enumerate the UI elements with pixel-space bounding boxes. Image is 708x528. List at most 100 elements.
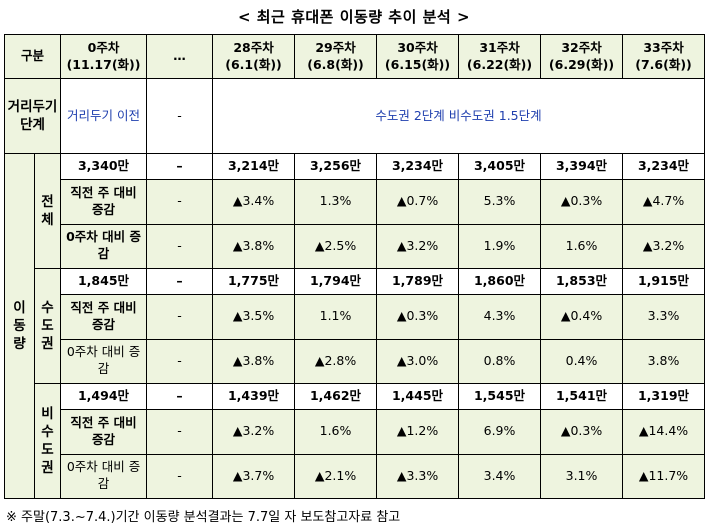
- base-change-cell: ▲3.2%: [376, 223, 460, 269]
- mobility-count-row: 비수도권 1,494만 –1,439만 1,462만 1,445만 1,545만 1,541…: [5, 382, 706, 500]
- header-week: 32주차 (6.29(화)): [540, 33, 624, 80]
- prev-change-cell: ▲0.4%: [540, 294, 624, 340]
- count-ellipsis: –: [146, 382, 214, 411]
- prev-change-cell: ▲4.7%: [622, 179, 706, 225]
- prev-change-cell: 4.3%: [458, 294, 542, 340]
- count-cell: 1,789만: [376, 267, 460, 296]
- base-change-label: 0주차 대비 증감: [60, 223, 148, 269]
- week-date: (6.15(화)): [384, 56, 451, 72]
- base-change-cell: ▲2.8%: [294, 338, 378, 384]
- prev-change-cell: ▲0.3%: [540, 409, 624, 455]
- week-date: (6.22(화)): [466, 56, 533, 72]
- mobility-count-row: 수도권 1,845만 –1,775만 1,794만 1,789만 1,860만 1,853만…: [5, 267, 706, 384]
- base-change-row: 0주차 대비 증감 - ▲3.8% ▲2.8% ▲3.0% 0.8% 0.4% 3.8%: [5, 338, 706, 384]
- prev-change-row: 직전 주 대비 증감 - ▲3.4% 1.3% ▲0.7% 5.3% ▲0.3% ▲4.7%: [5, 179, 706, 225]
- count-cell: 1,775만: [212, 267, 296, 296]
- week-date: (6.1(화)): [225, 56, 282, 72]
- header-ellipsis: …: [146, 33, 214, 80]
- base-change-row: 0주차 대비 증감 - ▲3.7% ▲2.1% ▲3.3% 3.4% 3.1% ▲11.7%: [5, 453, 706, 500]
- count-cell: 1,445만: [376, 382, 460, 411]
- prev-change-cell: 1.6%: [294, 409, 378, 455]
- base-change-cell: ▲2.5%: [294, 223, 378, 269]
- base-change-row: 0주차 대비 증감 - ▲3.8% ▲2.5% ▲3.2% 1.9% 1.6% ▲3.2%: [5, 223, 706, 269]
- prev-change-ellipsis: -: [146, 179, 214, 225]
- count-week0: 3,340만: [60, 153, 148, 181]
- header-week: 31주차 (6.22(화)): [458, 33, 542, 80]
- base-change-cell: ▲3.2%: [622, 223, 706, 269]
- prev-change-ellipsis: -: [146, 409, 214, 455]
- distancing-value: 수도권 2단계 비수도권 1.5단계: [212, 78, 706, 155]
- week-label: 33주차: [643, 39, 684, 55]
- footnote: ※ 주말(7.3.~7.4.)기간 이동량 분석결과는 7.7일 자 보도참고자…: [6, 510, 401, 525]
- header-category: 구분: [3, 33, 62, 80]
- prev-change-cell: ▲0.3%: [540, 179, 624, 225]
- prev-change-cell: ▲1.2%: [376, 409, 460, 455]
- base-change-cell: 3.4%: [458, 453, 542, 500]
- section-name: 비수도권: [33, 382, 62, 500]
- header-week0-label: 0주차: [87, 39, 120, 55]
- prev-change-cell: ▲3.5%: [212, 294, 296, 340]
- prev-change-cell: 1.1%: [294, 294, 378, 340]
- header-row: 구분 0주차 (11.17(화)) … 28주차 (6.1(화)) 29주차 (6.…: [3, 33, 706, 80]
- section-name: 전체: [33, 153, 62, 269]
- mobility-label: 이동량: [4, 153, 35, 499]
- count-cell: 1,860만: [458, 267, 542, 296]
- count-cell: 3,234만: [376, 153, 460, 181]
- base-change-cell: ▲3.0%: [376, 338, 460, 384]
- count-cell: 1,541만: [540, 382, 624, 411]
- week-label: 32주차: [561, 39, 602, 55]
- base-change-cell: 0.8%: [458, 338, 542, 384]
- count-cell: 1,853만: [540, 267, 624, 296]
- header-week: 33주차 (7.6(화)): [622, 33, 706, 80]
- prev-change-label: 직전 주 대비 증감: [60, 294, 148, 340]
- section-name: 수도권: [33, 267, 62, 384]
- prev-change-cell: ▲14.4%: [622, 409, 706, 455]
- prev-change-cell: 6.9%: [458, 409, 542, 455]
- page-title: < 최근 휴대폰 이동량 추이 분석 >: [237, 8, 471, 26]
- base-change-cell: ▲3.8%: [212, 338, 296, 384]
- header-week: 28주차 (6.1(화)): [212, 33, 296, 80]
- base-change-cell: 3.8%: [622, 338, 706, 384]
- count-cell: 1,319만: [622, 382, 706, 411]
- count-cell: 1,439만: [212, 382, 296, 411]
- week-label: 28주차: [233, 39, 274, 55]
- prev-change-cell: ▲0.7%: [376, 179, 460, 225]
- count-cell: 1,794만: [294, 267, 378, 296]
- count-cell: 3,234만: [622, 153, 706, 181]
- base-change-cell: 0.4%: [540, 338, 624, 384]
- distancing-ellipsis: -: [146, 78, 214, 155]
- prev-change-label: 직전 주 대비 증감: [60, 409, 148, 455]
- count-ellipsis: –: [146, 267, 214, 296]
- count-cell: 3,214만: [212, 153, 296, 181]
- count-cell: 1,915만: [622, 267, 706, 296]
- base-change-cell: ▲3.8%: [212, 223, 296, 269]
- prev-change-cell: 3.3%: [622, 294, 706, 340]
- count-week0: 1,494만: [60, 382, 148, 411]
- prev-change-cell: ▲3.4%: [212, 179, 296, 225]
- base-change-label: 0주차 대비 증감: [60, 338, 148, 384]
- prev-change-cell: ▲0.3%: [376, 294, 460, 340]
- base-change-ellipsis: -: [146, 453, 214, 500]
- count-ellipsis: –: [146, 153, 214, 181]
- count-cell: 3,405만: [458, 153, 542, 181]
- week-label: 31주차: [479, 39, 520, 55]
- header-week: 30주차 (6.15(화)): [376, 33, 460, 80]
- base-change-ellipsis: -: [146, 223, 214, 269]
- prev-change-cell: 5.3%: [458, 179, 542, 225]
- count-cell: 1,462만: [294, 382, 378, 411]
- week-date: (6.29(화)): [548, 56, 615, 72]
- prev-change-row: 직전 주 대비 증감 - ▲3.2% 1.6% ▲1.2% 6.9% ▲0.3% ▲14.4%: [5, 409, 706, 455]
- count-cell: 3,394만: [540, 153, 624, 181]
- mobility-table: 구분 0주차 (11.17(화)) … 28주차 (6.1(화)) 29주차 (6.…: [3, 33, 706, 500]
- week-label: 29주차: [315, 39, 356, 55]
- distancing-row: 거리두기단계 거리두기 이전 - 수도권 2단계 비수도권 1.5단계: [3, 78, 706, 155]
- distancing-week0: 거리두기 이전: [60, 78, 148, 155]
- count-cell: 1,545만: [458, 382, 542, 411]
- base-change-cell: 1.6%: [540, 223, 624, 269]
- base-change-cell: ▲2.1%: [294, 453, 378, 500]
- week-date: (6.8(화)): [307, 56, 364, 72]
- base-change-cell: ▲3.3%: [376, 453, 460, 500]
- base-change-cell: 1.9%: [458, 223, 542, 269]
- week-label: 30주차: [397, 39, 438, 55]
- prev-change-row: 직전 주 대비 증감 - ▲3.5% 1.1% ▲0.3% 4.3% ▲0.4% 3.3%: [5, 294, 706, 340]
